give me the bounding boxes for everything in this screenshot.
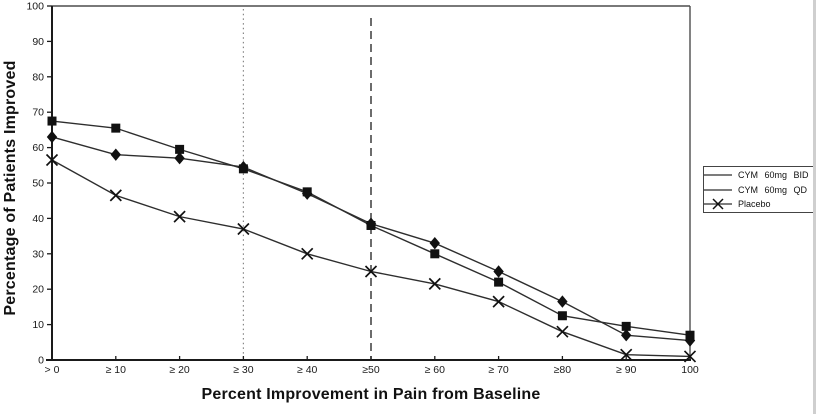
x-tick-label: ≥80 [554,364,572,376]
square-marker-icon [175,144,185,154]
legend-label: CYM 60mg QD [738,184,808,195]
diamond-marker-icon [238,160,249,174]
y-tick-label: 50 [32,178,44,190]
x-tick-label: ≥ 30 [233,364,254,376]
x-marker-icon [173,210,186,223]
diamond-marker-icon [684,334,696,347]
diamond-marker-icon [621,329,632,342]
square-marker-icon [111,123,121,133]
legend-square-sample-icon [704,174,732,176]
legend-box: CYM 60mg BID CYM 60mg QD Placebo [703,166,815,213]
x-tick-label: ≥ 40 [297,364,318,376]
y-tick-label: 100 [26,1,44,13]
diamond-marker-icon [174,152,185,165]
legend-item: Placebo [704,198,814,211]
y-tick-label: 0 [38,355,44,367]
y-tick-label: 80 [32,71,44,83]
scan-edge-strip [813,0,816,414]
x-marker-icon [683,350,697,363]
diamond-marker-icon [429,236,440,250]
x-tick-label: 100 [681,364,699,376]
x-axis-title: Percent Improvement in Pain from Baselin… [201,386,541,403]
legend-item: CYM 60mg BID [704,169,814,182]
y-axis-title: Percentage of Patients Improved [2,60,19,316]
y-tick-label: 60 [32,142,44,154]
diamond-marker-icon [46,130,58,144]
x-marker-icon [301,247,314,260]
x-marker-icon [556,325,569,338]
x-marker-icon [109,189,122,202]
x-marker-icon [237,222,250,236]
x-marker-icon [620,348,633,361]
square-marker-icon [621,321,631,331]
x-tick-label: ≥50 [362,364,380,376]
legend-label: Placebo [738,199,771,209]
diamond-marker-icon [302,187,313,200]
legend-x-sample-icon [704,198,732,210]
x-tick-label: ≥ 60 [425,364,446,376]
x-marker-icon [492,295,505,308]
square-marker-icon [47,116,57,126]
legend-label: CYM 60mg BID [738,170,809,180]
x-marker-icon [364,265,378,278]
y-tick-label: 20 [32,284,44,296]
x-tick-label: > 0 [45,364,60,376]
y-tick-label: 10 [32,319,44,331]
x-marker-icon [428,277,441,290]
y-tick-label: 30 [32,248,44,260]
y-tick-label: 90 [32,36,44,48]
square-marker-icon [494,277,504,287]
x-marker-icon [45,153,59,167]
x-tick-label: ≥ 70 [488,364,509,376]
diamond-marker-icon [365,217,377,230]
x-tick-label: ≥ 10 [106,364,127,376]
diamond-marker-icon [557,295,568,308]
legend-item: CYM 60mg QD [704,183,814,196]
y-tick-label: 70 [32,107,44,119]
x-tick-label: ≥ 90 [616,364,637,376]
diamond-marker-icon [493,265,504,278]
x-tick-label: ≥ 20 [169,364,190,376]
y-tick-label: 40 [32,213,44,225]
legend-diamond-sample-icon [704,188,732,191]
diamond-marker-icon [110,148,121,161]
square-marker-icon [557,311,567,321]
square-marker-icon [430,249,440,259]
